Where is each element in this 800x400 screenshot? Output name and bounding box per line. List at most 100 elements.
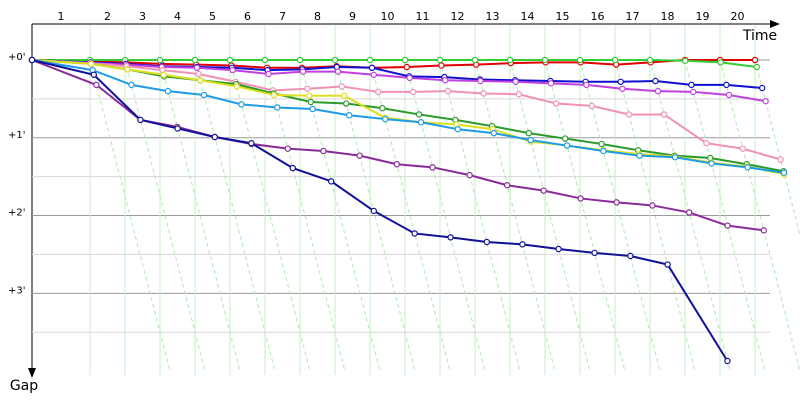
- x-tick-label: 6: [244, 10, 251, 23]
- point: [93, 81, 100, 89]
- lap-diagonal: [89, 59, 171, 372]
- point: [193, 64, 201, 71]
- point: [124, 66, 131, 73]
- point: [519, 241, 526, 248]
- point: [477, 77, 484, 85]
- point: [248, 140, 255, 147]
- point: [553, 100, 560, 107]
- point: [334, 68, 342, 75]
- point: [471, 56, 479, 64]
- y-tick-label: +1': [8, 130, 26, 141]
- lap-diagonal: [229, 59, 311, 372]
- x-tick-label: 12: [451, 10, 465, 23]
- lap-diagonal: [614, 59, 696, 372]
- point: [196, 77, 204, 84]
- x-tick-label: 20: [731, 10, 745, 23]
- point: [261, 56, 269, 64]
- point: [87, 60, 95, 68]
- x-tick-label: 1: [58, 10, 65, 23]
- point: [174, 125, 181, 132]
- point: [296, 56, 304, 64]
- point: [331, 56, 339, 64]
- point: [343, 100, 350, 107]
- point: [307, 98, 314, 106]
- point: [444, 87, 452, 95]
- point: [415, 111, 423, 118]
- point: [600, 147, 607, 155]
- point: [417, 119, 425, 126]
- point: [90, 71, 98, 78]
- point: [233, 83, 240, 90]
- point: [299, 68, 307, 75]
- point: [370, 71, 377, 78]
- point: [393, 161, 400, 168]
- point: [724, 357, 731, 365]
- lap-diagonal: [684, 59, 766, 372]
- point: [490, 129, 497, 137]
- point: [375, 88, 382, 96]
- point: [682, 57, 689, 64]
- lap-diagonal: [439, 59, 521, 372]
- x-tick-label: 8: [314, 10, 321, 23]
- lap-diagonal: [579, 59, 661, 372]
- point: [265, 70, 272, 78]
- point: [613, 199, 620, 206]
- point: [370, 207, 377, 215]
- point: [191, 56, 199, 64]
- x-tick-label: 19: [696, 10, 710, 23]
- point: [563, 142, 571, 149]
- point: [617, 78, 624, 85]
- point: [483, 238, 490, 246]
- lap-diagonal: [509, 59, 591, 372]
- point: [576, 56, 584, 64]
- point: [562, 135, 569, 142]
- point: [525, 129, 533, 137]
- point: [438, 62, 445, 69]
- point: [442, 77, 449, 84]
- point: [723, 81, 730, 89]
- point: [341, 92, 348, 99]
- point: [759, 84, 766, 92]
- point: [229, 66, 236, 74]
- point: [583, 81, 590, 89]
- x-tick-label: 3: [139, 10, 146, 23]
- x-tick-label: 16: [591, 10, 605, 23]
- point: [591, 249, 598, 257]
- point: [744, 164, 751, 171]
- point: [724, 222, 731, 229]
- point: [598, 140, 605, 148]
- point: [547, 80, 555, 87]
- point: [156, 56, 164, 64]
- point: [660, 111, 668, 118]
- point: [304, 85, 311, 92]
- point: [137, 116, 144, 124]
- point: [664, 261, 671, 268]
- point: [447, 234, 454, 241]
- point: [379, 105, 386, 112]
- point: [28, 56, 36, 64]
- lap-diagonal: [474, 59, 556, 372]
- point: [346, 112, 353, 119]
- lap-diagonal: [649, 59, 731, 372]
- point: [625, 111, 633, 118]
- point: [411, 230, 418, 237]
- y-arrow: [28, 368, 36, 378]
- point: [611, 56, 619, 64]
- point: [512, 78, 519, 85]
- point: [751, 56, 759, 64]
- point: [403, 63, 410, 71]
- point: [200, 91, 208, 99]
- x-tick-label: 5: [209, 10, 216, 23]
- point: [646, 56, 654, 64]
- point: [211, 133, 218, 141]
- point: [540, 187, 547, 194]
- point: [429, 164, 436, 171]
- lap-diagonal: [194, 59, 276, 372]
- series-line: [31, 59, 764, 232]
- point: [636, 152, 643, 159]
- point: [270, 91, 278, 99]
- point: [238, 101, 245, 108]
- point: [762, 98, 769, 105]
- point: [289, 164, 296, 172]
- point: [690, 88, 697, 96]
